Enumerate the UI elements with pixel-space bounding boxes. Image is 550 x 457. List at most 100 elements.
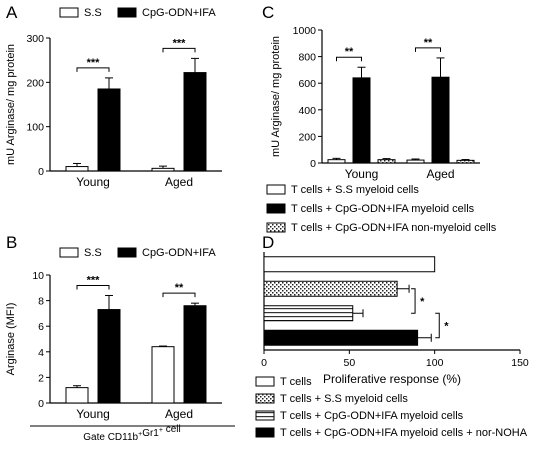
y-tick-label: 0 <box>38 398 44 410</box>
legend-cpg-label: CpG-ODN+IFA <box>142 247 216 259</box>
legend-cpg-label: CpG-ODN+IFA <box>142 7 216 19</box>
bar <box>263 305 354 322</box>
y-tick-label: 400 <box>298 105 316 117</box>
significance-bracket <box>162 47 196 53</box>
y-tick-label: 600 <box>298 78 316 90</box>
legend-d-0-label: T cells <box>280 376 312 388</box>
bar <box>97 88 121 172</box>
bar <box>456 159 475 164</box>
significance-label: ** <box>345 46 354 58</box>
x-tick-label: Aged <box>426 167 454 181</box>
footnote-text: cell <box>163 424 181 435</box>
legend-c-cpg-swatch <box>266 203 286 214</box>
bar <box>65 166 89 172</box>
legend-d-0-swatch <box>255 376 275 387</box>
y-axis-label: Arginase (MFI) <box>5 303 17 376</box>
bar <box>431 76 450 164</box>
x-tick-label: Young <box>345 167 379 181</box>
bar <box>183 305 207 404</box>
bar <box>151 346 175 404</box>
y-tick-label: 300 <box>26 33 44 45</box>
panel-letter-b: B <box>6 233 17 252</box>
significance-label: *** <box>87 274 101 286</box>
bar <box>65 387 89 404</box>
bar <box>406 159 425 164</box>
panel-letter-a: A <box>6 3 18 22</box>
y-tick-label: 200 <box>298 131 316 143</box>
legend-d-2-swatch <box>255 410 275 421</box>
bar <box>183 72 207 172</box>
legend-ss-swatch <box>59 7 79 18</box>
significance-label: ** <box>424 37 433 49</box>
y-axis-label: mU Arginase/ mg protein <box>5 44 17 165</box>
y-tick-label: 200 <box>26 77 44 89</box>
y-axis-label: mU Arginase/ mg protein <box>270 36 282 157</box>
legend-d-3-swatch <box>255 427 275 438</box>
legend-cpg-swatch <box>117 7 137 18</box>
x-tick-label: Aged <box>165 407 193 421</box>
x-axis-label: Proliferative response (%) <box>323 372 461 386</box>
y-tick-label: 4 <box>38 347 44 359</box>
x-tick-label: Young <box>76 407 110 421</box>
panel-letter-c: C <box>262 3 274 22</box>
y-tick-label: 100 <box>26 122 44 134</box>
significance-bracket <box>76 284 110 290</box>
y-tick-label: 6 <box>38 321 44 333</box>
legend-d-3-label: T cells + CpG-ODN+IFA myeloid cells + no… <box>280 427 528 439</box>
superscript: + <box>159 427 163 434</box>
y-tick-label: 0 <box>310 158 316 170</box>
gate-footnote: Gate CD11b+Gr1+ cell <box>83 424 181 443</box>
bar <box>352 77 371 164</box>
legend-ss-label: S.S <box>84 247 102 259</box>
panel-b-chart: 0 2 4 6 8 10 Arginase (MFI) Young *** Aged ** S.S Cp… <box>5 247 235 443</box>
legend-c-ss-swatch <box>266 184 286 195</box>
significance-label: * <box>444 321 449 333</box>
legend-c-ss-label: T cells + S.S myeloid cells <box>291 184 419 196</box>
legend-ss-label: S.S <box>84 7 102 19</box>
panel-d-chart: 0 50 100 150 Proliferative response (%) * * T c… <box>255 252 529 439</box>
legend-d-1-swatch <box>255 393 275 404</box>
significance-label: *** <box>173 37 187 49</box>
bar <box>327 159 346 164</box>
y-tick-label: 10 <box>32 270 44 282</box>
significance-bracket <box>162 292 196 298</box>
y-tick-label: 8 <box>38 296 44 308</box>
y-tick-label: 2 <box>38 372 44 384</box>
legend-d-2-label: T cells + CpG-ODN+IFA myeloid cells <box>280 410 464 422</box>
bar <box>151 167 175 172</box>
legend-ss-swatch <box>59 247 79 258</box>
legend-d-1-label: T cells + S.S myeloid cells <box>280 393 408 405</box>
x-tick-label: Young <box>76 175 110 189</box>
significance-bracket <box>336 56 362 62</box>
legend-c-nonmyeloid-label: T cells + CpG-ODN+IFA non-myeloid cells <box>291 222 497 234</box>
significance-bracket <box>435 312 440 339</box>
bar <box>97 309 121 404</box>
significance-bracket <box>415 47 441 52</box>
bar <box>263 329 419 346</box>
bar <box>263 280 398 297</box>
x-tick-label: 0 <box>261 357 267 369</box>
x-tick-label: 50 <box>343 357 355 369</box>
superscript: + <box>138 431 142 438</box>
significance-label: * <box>420 296 425 308</box>
y-tick-label: 0 <box>38 166 44 178</box>
panel-letter-d: D <box>262 233 274 252</box>
bar <box>263 256 436 273</box>
panel-c-chart: 0 200 400 600 800 1000 mU Arginase/ mg protein… <box>266 25 497 234</box>
legend-c-nonmyeloid-swatch <box>266 222 286 233</box>
footnote-text: Gate CD11b <box>83 432 138 443</box>
x-tick-label: 150 <box>511 357 529 369</box>
significance-label: ** <box>175 282 184 294</box>
legend-c-cpg-label: T cells + CpG-ODN+IFA myeloid cells <box>291 203 475 215</box>
significance-label: *** <box>87 57 101 69</box>
legend-cpg-swatch <box>117 247 137 258</box>
significance-bracket <box>411 288 416 314</box>
panel-a-chart: 0 100 200 300 mU Arginase/ mg protein Young **… <box>5 7 222 189</box>
footnote-text: Gr1 <box>142 428 159 439</box>
y-tick-label: 1000 <box>293 25 317 37</box>
x-tick-label: 100 <box>426 357 444 369</box>
bar <box>377 159 396 164</box>
significance-bracket <box>76 67 110 72</box>
x-tick-label: Aged <box>165 175 193 189</box>
